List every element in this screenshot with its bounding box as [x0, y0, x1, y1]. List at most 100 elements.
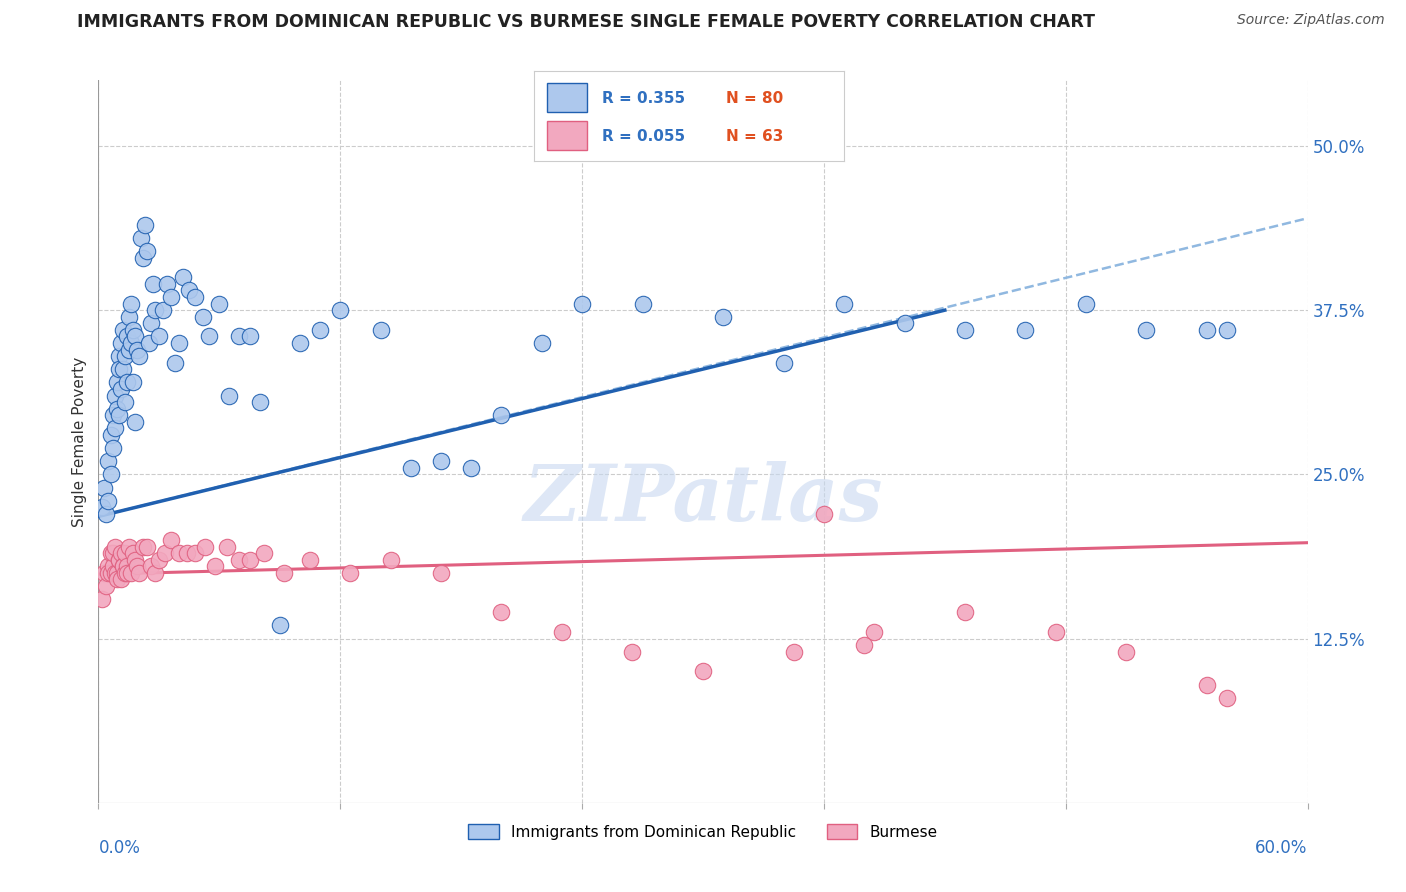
Point: [621, 645, 644, 659]
Point: [143, 303, 166, 318]
Point: [239, 329, 262, 343]
Point: [1045, 625, 1067, 640]
Point: [249, 395, 271, 409]
Point: [124, 329, 146, 343]
Point: [120, 296, 142, 310]
Point: [273, 566, 295, 580]
Point: [100, 428, 122, 442]
Point: [97, 454, 120, 468]
Point: [204, 559, 226, 574]
Point: [160, 533, 183, 547]
Y-axis label: Single Female Poverty: Single Female Poverty: [72, 357, 87, 526]
Point: [114, 546, 136, 560]
Point: [120, 336, 142, 351]
Point: [1195, 677, 1218, 691]
Point: [148, 553, 170, 567]
Point: [101, 559, 124, 574]
Point: [125, 343, 148, 357]
Point: [430, 566, 453, 580]
Point: [128, 566, 150, 580]
Point: [399, 460, 422, 475]
Point: [491, 409, 513, 423]
Point: [863, 625, 886, 640]
Point: [163, 356, 186, 370]
Point: [93, 566, 115, 580]
Point: [953, 605, 976, 619]
Point: [121, 376, 143, 390]
Point: [193, 310, 215, 324]
Point: [1074, 296, 1097, 310]
Point: [97, 559, 120, 574]
Text: ZIPatlas: ZIPatlas: [523, 461, 883, 538]
Point: [430, 454, 453, 468]
Point: [107, 553, 129, 567]
Point: [172, 270, 194, 285]
Point: [110, 573, 132, 587]
Point: [101, 441, 124, 455]
Point: [121, 323, 143, 337]
Text: 60.0%: 60.0%: [1256, 838, 1308, 857]
Point: [118, 343, 141, 357]
Point: [1115, 645, 1137, 659]
Text: N = 80: N = 80: [725, 91, 783, 105]
Point: [1216, 690, 1239, 705]
Point: [194, 540, 217, 554]
Point: [153, 546, 176, 560]
Text: R = 0.055: R = 0.055: [602, 129, 686, 144]
Point: [530, 336, 553, 351]
Point: [370, 323, 392, 337]
Bar: [547, 83, 586, 112]
Point: [156, 277, 179, 291]
Point: [105, 376, 128, 390]
Point: [105, 573, 128, 587]
Point: [148, 329, 170, 343]
Point: [551, 625, 574, 640]
Point: [114, 566, 136, 580]
Point: [853, 638, 876, 652]
Point: [893, 316, 915, 330]
Point: [124, 553, 146, 567]
Legend: Immigrants from Dominican Republic, Burmese: Immigrants from Dominican Republic, Burm…: [463, 818, 943, 846]
Point: [152, 303, 174, 318]
Point: [783, 645, 806, 659]
Text: 0.0%: 0.0%: [98, 838, 141, 857]
Point: [100, 467, 122, 482]
Point: [128, 349, 150, 363]
Point: [711, 310, 734, 324]
Bar: [547, 121, 586, 150]
Point: [832, 296, 855, 310]
Point: [101, 546, 124, 560]
Point: [118, 310, 141, 324]
Point: [179, 284, 201, 298]
Point: [208, 296, 231, 310]
Point: [134, 218, 156, 232]
Point: [135, 540, 157, 554]
Point: [138, 336, 160, 351]
Point: [772, 356, 794, 370]
Point: [91, 592, 114, 607]
Point: [115, 559, 138, 574]
Point: [100, 546, 122, 560]
Point: [107, 349, 129, 363]
Point: [228, 329, 250, 343]
Point: [380, 553, 402, 567]
Point: [111, 559, 134, 574]
Point: [309, 323, 332, 337]
Text: R = 0.355: R = 0.355: [602, 91, 686, 105]
Point: [253, 546, 276, 560]
Point: [115, 329, 138, 343]
Point: [269, 618, 291, 632]
Point: [218, 388, 240, 402]
Point: [110, 336, 132, 351]
Point: [96, 579, 118, 593]
Point: [135, 244, 157, 258]
Point: [91, 500, 114, 515]
Point: [93, 481, 115, 495]
Point: [1014, 323, 1036, 337]
Point: [120, 566, 142, 580]
Point: [129, 231, 152, 245]
Point: [491, 605, 513, 619]
Point: [105, 401, 128, 416]
Point: [114, 349, 136, 363]
Point: [103, 388, 125, 402]
